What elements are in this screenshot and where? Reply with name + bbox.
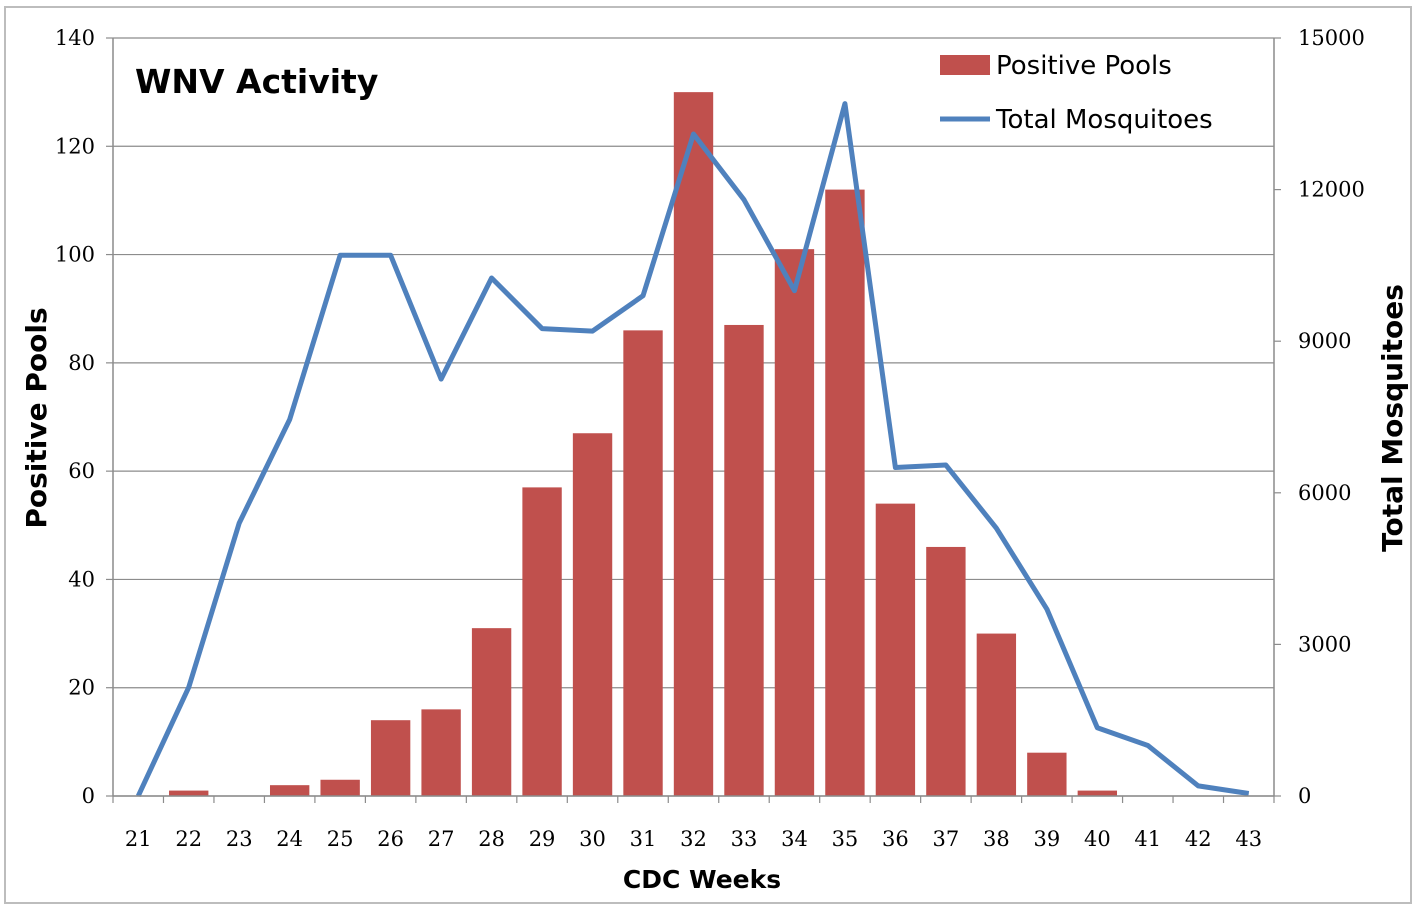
x-tick-label: 40 xyxy=(1084,827,1111,851)
x-tick-label: 27 xyxy=(428,827,455,851)
left-y-tick-label: 0 xyxy=(82,784,95,808)
bar xyxy=(572,433,613,796)
left-y-tick-label: 20 xyxy=(68,676,95,700)
legend-swatch-positive-pools xyxy=(940,55,990,75)
x-tick-label: 21 xyxy=(125,827,152,851)
left-y-tick-labels: 0 20 40 60 80 100 120 140 xyxy=(55,26,95,808)
x-tick-label: 37 xyxy=(933,827,960,851)
bar xyxy=(370,720,411,796)
bar xyxy=(421,709,461,796)
x-tick-label: 39 xyxy=(1033,827,1060,851)
x-tick-label: 29 xyxy=(529,827,556,851)
x-tick-label: 28 xyxy=(478,827,505,851)
bar xyxy=(169,790,209,796)
x-tick-label: 41 xyxy=(1134,827,1161,851)
left-y-tick-label: 60 xyxy=(68,459,95,483)
x-tick-label: 42 xyxy=(1185,827,1212,851)
bar xyxy=(724,324,764,796)
x-tick-label: 35 xyxy=(832,827,859,851)
bar xyxy=(673,92,714,796)
x-tick-label: 36 xyxy=(882,827,909,851)
right-y-tick-label: 3000 xyxy=(1298,632,1351,656)
x-axis-title: CDC Weeks xyxy=(623,865,781,894)
right-y-tick-label: 9000 xyxy=(1298,329,1351,353)
bar xyxy=(875,503,916,796)
bar xyxy=(320,779,360,796)
right-y-tick-label: 0 xyxy=(1298,784,1311,808)
bar xyxy=(926,546,966,796)
bar-series-positive-pools xyxy=(169,92,1118,797)
left-y-tick-label: 100 xyxy=(55,243,95,267)
legend-label-positive-pools: Positive Pools xyxy=(996,51,1172,81)
right-y-tick-label: 15000 xyxy=(1298,26,1365,50)
bar xyxy=(825,189,865,797)
left-y-tick-label: 80 xyxy=(68,351,95,375)
x-tick-label: 32 xyxy=(680,827,707,851)
bar xyxy=(1077,790,1118,796)
bar xyxy=(1027,752,1067,796)
chart-title: WNV Activity xyxy=(135,62,378,101)
x-tick-label: 23 xyxy=(226,827,253,851)
left-y-tick-label: 140 xyxy=(55,26,95,50)
x-tick-label: 38 xyxy=(983,827,1010,851)
bar xyxy=(774,249,815,796)
x-tick-label: 43 xyxy=(1235,827,1262,851)
x-tick-label: 26 xyxy=(377,827,404,851)
left-y-axis-title: Positive Pools xyxy=(20,307,53,528)
legend-label-total-mosquitoes: Total Mosquitoes xyxy=(995,105,1213,135)
bar xyxy=(471,628,512,796)
bar xyxy=(623,330,663,796)
x-tick-label: 22 xyxy=(175,827,202,851)
left-y-tick-label: 40 xyxy=(68,567,95,591)
right-y-axis-title: Total Mosquitoes xyxy=(1376,284,1409,552)
left-y-tick-label: 120 xyxy=(55,134,95,158)
right-y-tick-labels: 0 3000 6000 9000 12000 15000 xyxy=(1298,26,1365,808)
x-tick-label: 24 xyxy=(276,827,303,851)
x-tick-labels: 21 22 23 24 25 26 27 28 29 30 31 32 33 34 35 36 37 38 39 40… xyxy=(125,827,1262,851)
x-tick-label: 33 xyxy=(731,827,758,851)
x-tick-label: 25 xyxy=(327,827,354,851)
bar xyxy=(269,785,310,796)
x-tick-label: 34 xyxy=(781,827,808,851)
right-y-tick-label: 12000 xyxy=(1298,178,1365,202)
x-tick-label: 30 xyxy=(579,827,606,851)
right-y-tick-label: 6000 xyxy=(1298,481,1351,505)
legend: Positive Pools Total Mosquitoes xyxy=(940,51,1213,135)
bar xyxy=(522,487,562,796)
bar xyxy=(976,633,1017,796)
axes xyxy=(106,37,1281,803)
x-tick-label: 31 xyxy=(630,827,657,851)
